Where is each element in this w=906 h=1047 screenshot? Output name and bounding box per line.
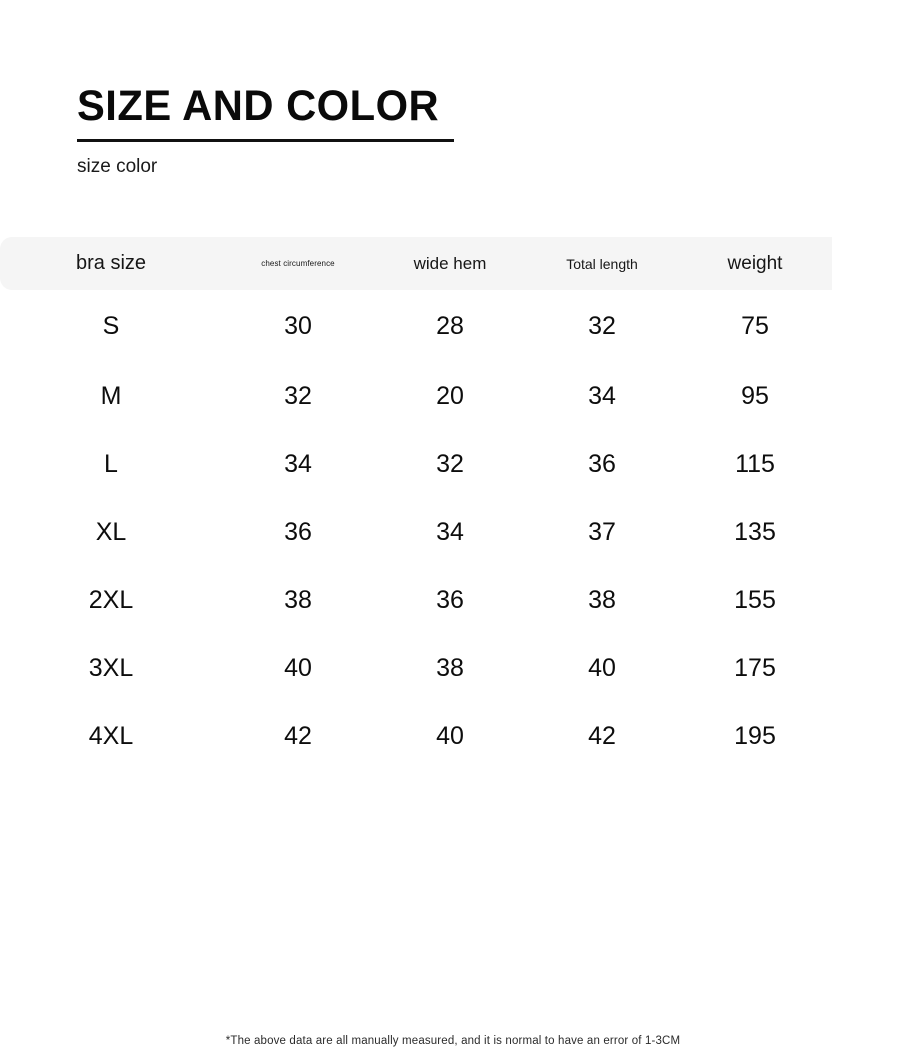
cell-bra-size: 3XL	[88, 653, 134, 682]
size-table-body: S 30 28 32 75 M 32 20 34 95 L 34 32 36 115 XL 36 34 37 135 2…	[0, 290, 832, 770]
cell-weight: 115	[735, 449, 775, 478]
cell-chest-circumference: 36	[284, 517, 312, 546]
cell-total-length: 40	[588, 653, 616, 682]
cell-wide-hem: 28	[436, 311, 464, 340]
table-row: M 32 20 34 95	[0, 362, 832, 430]
cell-bra-size: XL	[95, 517, 127, 546]
cell-bra-size: 2XL	[88, 585, 134, 614]
cell-chest-circumference: 34	[284, 449, 312, 478]
cell-wide-hem: 36	[436, 585, 464, 614]
cell-chest-circumference: 38	[284, 585, 312, 614]
size-chart-page: SIZE AND COLOR size color bra size chest…	[0, 82, 906, 1047]
table-row: XL 36 34 37 135	[0, 498, 832, 566]
table-row: 3XL 40 38 40 175	[0, 634, 832, 702]
cell-weight: 95	[741, 381, 769, 410]
table-row: 4XL 42 40 42 195	[0, 702, 832, 770]
cell-weight: 75	[741, 311, 769, 340]
cell-total-length: 37	[588, 517, 616, 546]
cell-bra-size: 4XL	[88, 721, 134, 750]
page-subtitle: size color	[77, 156, 158, 177]
column-header-chest-circumference: chest circumference	[261, 259, 335, 268]
cell-weight: 155	[734, 585, 776, 614]
title-underline-rule	[77, 139, 454, 142]
cell-bra-size: L	[104, 449, 118, 478]
cell-total-length: 42	[588, 721, 616, 750]
column-header-wide-hem: wide hem	[413, 253, 487, 273]
column-header-total-length: Total length	[566, 255, 638, 272]
cell-chest-circumference: 30	[284, 311, 312, 340]
cell-chest-circumference: 40	[284, 653, 312, 682]
cell-wide-hem: 38	[436, 653, 464, 682]
column-header-weight: weight	[727, 252, 783, 274]
cell-bra-size: M	[100, 381, 122, 410]
table-row: 2XL 38 36 38 155	[0, 566, 832, 634]
cell-chest-circumference: 42	[284, 721, 312, 750]
cell-weight: 195	[734, 721, 776, 750]
cell-total-length: 38	[588, 585, 616, 614]
page-title: SIZE AND COLOR	[77, 82, 440, 130]
cell-wide-hem: 40	[436, 721, 464, 750]
table-footnote: *The above data are all manually measure…	[225, 1035, 681, 1047]
cell-total-length: 34	[588, 381, 616, 410]
size-table-scroll-area[interactable]: bra size chest circumference wide hem To…	[0, 237, 832, 770]
cell-chest-circumference: 32	[284, 381, 312, 410]
cell-bra-size: S	[102, 311, 120, 340]
cell-total-length: 36	[588, 449, 616, 478]
table-row: S 30 28 32 75	[0, 290, 832, 362]
cell-wide-hem: 34	[436, 517, 464, 546]
size-chart-table: bra size chest circumference wide hem To…	[0, 237, 832, 770]
size-table-section: bra size chest circumference wide hem To…	[0, 237, 906, 1047]
column-header-bra-size: bra size	[75, 252, 147, 274]
size-table-header: bra size chest circumference wide hem To…	[0, 237, 832, 290]
cell-weight: 135	[734, 517, 776, 546]
cell-weight: 175	[734, 653, 776, 682]
table-header-row: bra size chest circumference wide hem To…	[0, 237, 832, 290]
cell-wide-hem: 32	[436, 449, 464, 478]
table-row: L 34 32 36 115	[0, 430, 832, 498]
cell-total-length: 32	[588, 311, 616, 340]
cell-wide-hem: 20	[436, 381, 464, 410]
page-header: SIZE AND COLOR size color	[77, 82, 837, 179]
